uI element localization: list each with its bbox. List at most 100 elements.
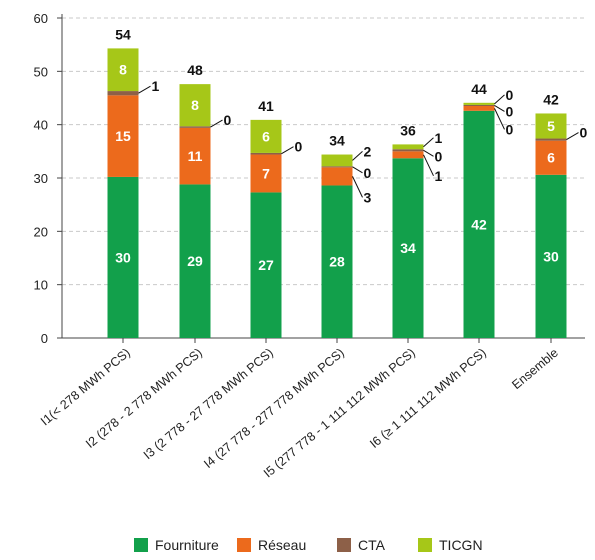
legend-label: Réseau: [258, 537, 306, 553]
total-label: 44: [471, 81, 487, 97]
data-label: 28: [329, 254, 345, 270]
total-label: 36: [400, 122, 416, 138]
total-label: 42: [543, 91, 559, 107]
bar-segment-réseau: [535, 140, 567, 175]
total-label: 41: [258, 98, 274, 114]
data-label: 1: [435, 130, 443, 146]
total-label: 48: [187, 62, 203, 78]
bars: [107, 48, 567, 338]
bar-segment-ticgn: [321, 154, 353, 167]
leader-line: [494, 105, 505, 112]
bar-segment-réseau: [321, 167, 353, 186]
bar-segment-cta: [392, 149, 424, 152]
bar-segment-cta: [321, 166, 353, 168]
data-label: 30: [543, 248, 559, 264]
y-axis-ticks: 0 10 20 30 40 50 60: [34, 11, 63, 346]
legend-swatch-réseau: [237, 538, 251, 552]
bar-segment-ticgn: [392, 144, 424, 150]
x-category-label: Ensemble: [509, 346, 561, 392]
data-label: 2: [364, 143, 372, 159]
data-label: 7: [262, 165, 270, 181]
bar-segment-réseau: [250, 154, 282, 193]
y-tick-label: 50: [34, 64, 48, 79]
data-label: 0: [506, 103, 514, 119]
total-label: 54: [115, 26, 131, 42]
leader-line: [423, 149, 434, 157]
data-label: 8: [119, 62, 127, 78]
data-label: 0: [506, 121, 514, 137]
legend-label: CTA: [358, 537, 386, 553]
data-label: 6: [547, 150, 555, 166]
data-label: 0: [506, 87, 514, 103]
data-label: 0: [580, 125, 588, 141]
bar-segment-fourniture: [179, 184, 211, 338]
legend-swatch-fourniture: [134, 538, 148, 552]
y-tick-label: 10: [34, 278, 48, 293]
bar-segment-fourniture: [321, 185, 353, 338]
x-category-label: I3 (2 778 - 27 778 MWh PCS): [141, 346, 276, 463]
bar-segment-réseau: [107, 95, 139, 177]
leader-line: [423, 154, 434, 177]
x-category-label: I5 (277 778 - 1 111 112 MWh PCS): [261, 346, 418, 481]
x-category-label: I2 (278 - 2 778 MWh PCS): [83, 346, 205, 451]
data-label: 11: [188, 148, 203, 164]
y-tick-label: 60: [34, 11, 48, 26]
data-label: 3: [364, 189, 372, 205]
leader-line: [210, 119, 223, 128]
y-tick-label: 0: [41, 331, 48, 346]
bar-segment-ticgn: [535, 113, 567, 139]
legend-swatch-ticgn: [418, 538, 432, 552]
bar-segment-cta: [535, 138, 567, 141]
data-label: 6: [262, 128, 270, 144]
x-axis-category-labels: I1(< 278 MWh PCS)I2 (278 - 2 778 MWh PCS…: [38, 338, 561, 480]
bar-segment-fourniture: [535, 174, 567, 338]
leader-line: [494, 94, 505, 105]
bar-segment-fourniture: [463, 110, 495, 338]
x-category-label: I4 (27 778 - 277 778 MWh PCS): [201, 346, 347, 472]
bar-segment-cta: [179, 126, 211, 128]
bar-segment-réseau: [392, 151, 424, 159]
data-label: 0: [435, 148, 443, 164]
bar-segment-réseau: [463, 106, 495, 111]
data-label: 0: [364, 165, 372, 181]
data-label: 27: [258, 257, 274, 273]
leader-line: [352, 151, 363, 161]
data-label: 34: [400, 240, 416, 256]
data-label: 30: [115, 249, 131, 265]
bar-segment-fourniture: [392, 158, 424, 338]
data-label: 15: [115, 128, 131, 144]
total-labels: 54 48 41 34 36 44 42: [115, 26, 559, 148]
data-label: 1: [152, 78, 160, 94]
bar-segment-ticgn: [250, 119, 282, 153]
bar-segment-ticgn: [463, 102, 495, 105]
leader-line: [423, 137, 434, 148]
y-tick-label: 30: [34, 171, 48, 186]
bar-segment-ticgn: [179, 84, 211, 127]
data-label: 29: [187, 253, 203, 269]
leader-line: [494, 108, 505, 130]
y-tick-label: 20: [34, 224, 48, 239]
x-category-label: I6 (≥ 1 111 112 MWh PCS): [367, 346, 489, 451]
bar-segment-ticgn: [107, 48, 139, 92]
legend: Fourniture Réseau CTA TICGN: [134, 537, 483, 553]
total-label: 34: [329, 133, 345, 149]
bar-segment-cta: [250, 152, 282, 155]
y-tick-label: 40: [34, 118, 48, 133]
data-label: 0: [224, 112, 232, 128]
bar-segment-fourniture: [107, 176, 139, 338]
legend-label: Fourniture: [155, 537, 219, 553]
data-label: 42: [471, 216, 487, 232]
leader-line: [138, 85, 151, 94]
bar-segment-fourniture: [250, 192, 282, 338]
data-label: 0: [295, 139, 303, 155]
leader-line: [352, 166, 363, 174]
bar-segment-cta: [107, 91, 139, 96]
bar-segment-réseau: [179, 127, 211, 185]
leader-line: [281, 146, 294, 155]
bar-segment-cta: [463, 104, 495, 106]
data-label: 1: [435, 168, 443, 184]
leader-line: [566, 132, 579, 141]
legend-label: TICGN: [439, 537, 483, 553]
